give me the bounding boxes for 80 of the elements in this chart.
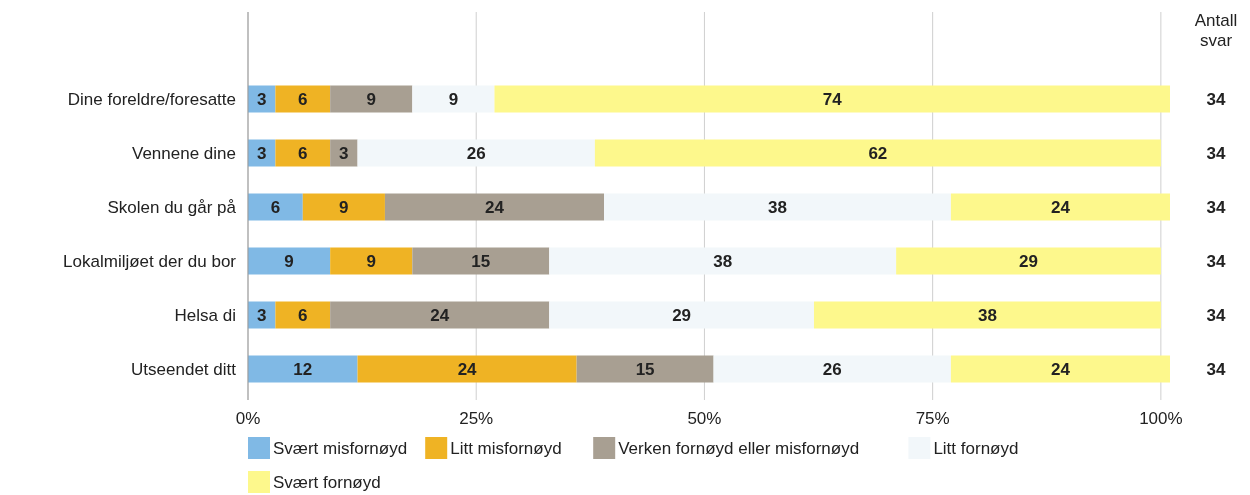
bar bbox=[275, 139, 331, 167]
data-label: 24 bbox=[430, 305, 450, 325]
data-label: 6 bbox=[298, 143, 308, 163]
data-label: 6 bbox=[270, 197, 281, 217]
bar bbox=[412, 247, 550, 275]
bar bbox=[357, 139, 595, 167]
bar bbox=[950, 355, 1170, 383]
data-label: 3 bbox=[256, 89, 267, 109]
data-label: 26 bbox=[822, 359, 842, 379]
bar bbox=[248, 193, 303, 221]
x-tick-label: 100% bbox=[1139, 408, 1183, 428]
text: Antall svar bbox=[1194, 11, 1238, 50]
data-label: 24 bbox=[457, 359, 478, 379]
legend-label: Litt misfornøyd bbox=[450, 438, 562, 458]
data-label: 9 bbox=[284, 251, 294, 271]
bar bbox=[302, 193, 385, 221]
data-label: 24 bbox=[1050, 197, 1071, 217]
bar bbox=[275, 301, 331, 329]
data-label: 29 bbox=[1019, 251, 1038, 271]
data-label: 6 bbox=[298, 305, 308, 325]
bar bbox=[384, 193, 605, 221]
bar bbox=[576, 355, 714, 383]
bar bbox=[896, 247, 1161, 275]
bar bbox=[549, 301, 814, 329]
x-tick-label: 75% bbox=[915, 408, 950, 428]
data-label: 6 bbox=[298, 89, 308, 109]
x-tick-label: 50% bbox=[687, 408, 722, 428]
data-label: 3 bbox=[256, 305, 267, 325]
bar bbox=[604, 193, 951, 221]
bar bbox=[412, 85, 495, 113]
y-tick-label: Vennene dine bbox=[132, 143, 236, 163]
y-tick-label: Utseendet ditt bbox=[131, 359, 237, 379]
data-label: 3 bbox=[339, 143, 349, 163]
data-label: 29 bbox=[672, 305, 692, 325]
bar bbox=[950, 193, 1170, 221]
bar bbox=[275, 85, 331, 113]
bar bbox=[330, 301, 550, 329]
bar bbox=[248, 355, 358, 383]
bar bbox=[330, 85, 413, 113]
bar bbox=[248, 247, 331, 275]
data-label: 9 bbox=[366, 251, 376, 271]
data-label: 9 bbox=[366, 89, 376, 109]
data-label: 12 bbox=[293, 359, 313, 379]
legend-label: Litt fornøyd bbox=[933, 438, 1019, 458]
legend-label: Verken fornøyd eller misfornøyd bbox=[618, 438, 860, 458]
bar bbox=[494, 85, 1170, 113]
data-label: 38 bbox=[713, 251, 733, 271]
data-label: 62 bbox=[868, 143, 888, 163]
data-label: 24 bbox=[1050, 359, 1071, 379]
data-label: 3 bbox=[256, 143, 267, 163]
bar bbox=[549, 247, 897, 275]
data-label: 9 bbox=[339, 197, 349, 217]
text: 34 bbox=[1206, 89, 1226, 109]
legend-label: Svært fornøyd bbox=[273, 472, 381, 492]
y-tick-label: Skolen du går på bbox=[107, 197, 237, 217]
text: 34 bbox=[1206, 251, 1226, 271]
data-label: 38 bbox=[977, 305, 997, 325]
bar bbox=[330, 139, 358, 167]
y-tick-label: Lokalmiljøet der du bor bbox=[63, 251, 237, 271]
data-label: 15 bbox=[635, 359, 655, 379]
x-tick-label: 0% bbox=[235, 408, 261, 428]
y-tick-label: Helsa di bbox=[174, 305, 236, 325]
x-tick-label: 25% bbox=[459, 408, 494, 428]
data-label: 74 bbox=[822, 89, 843, 109]
bar bbox=[713, 355, 951, 383]
data-label: 26 bbox=[466, 143, 486, 163]
legend-label: Svært misfornøyd bbox=[273, 438, 408, 458]
bar bbox=[594, 139, 1161, 167]
data-label: 15 bbox=[471, 251, 491, 271]
y-tick-label: Dine foreldre/foresatte bbox=[67, 89, 236, 109]
data-label: 9 bbox=[448, 89, 459, 109]
text: 34 bbox=[1206, 197, 1226, 217]
bar bbox=[357, 355, 577, 383]
data-label: 24 bbox=[485, 197, 505, 217]
data-label: 38 bbox=[768, 197, 787, 217]
text: 34 bbox=[1206, 359, 1226, 379]
bar bbox=[330, 247, 413, 275]
text: 34 bbox=[1206, 143, 1226, 163]
text: 34 bbox=[1206, 305, 1226, 325]
bar bbox=[813, 301, 1161, 329]
